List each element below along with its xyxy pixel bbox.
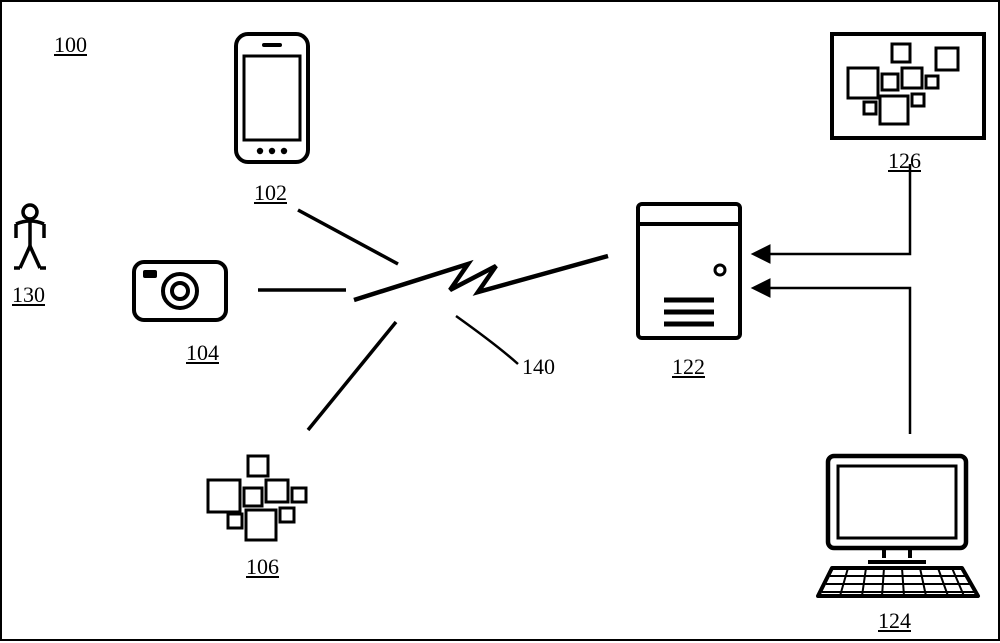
arrows [2, 2, 1000, 643]
diagram-stage: 100 102 130 104 [0, 0, 1000, 641]
